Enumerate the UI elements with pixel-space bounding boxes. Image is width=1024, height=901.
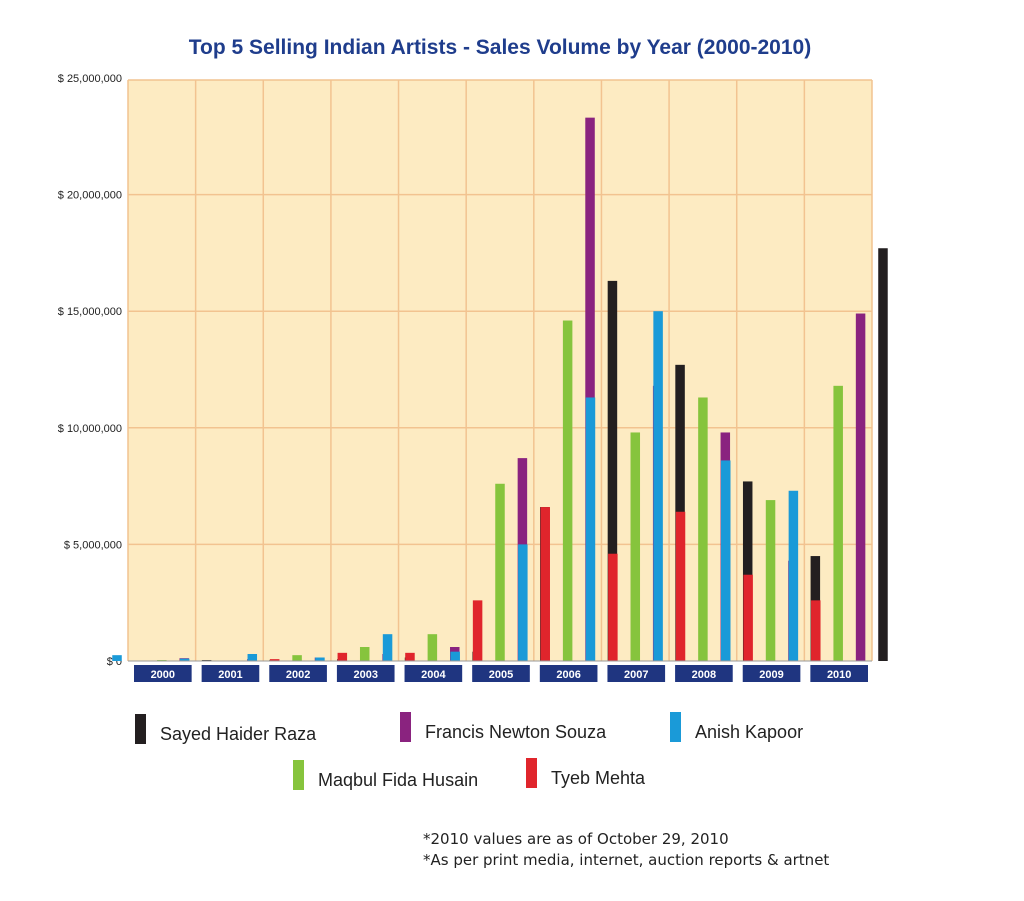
x-tick-box: [134, 665, 192, 682]
legend-item-kapoor: Anish Kapoor: [670, 710, 803, 743]
legend-swatch-kapoor: [670, 711, 681, 742]
y-tick-label: $ 25,000,000: [58, 73, 122, 85]
chart-title: Top 5 Selling Indian Artists - Sales Vol…: [188, 36, 812, 59]
legend-label-husain: Maqbul Fida Husain: [318, 770, 479, 790]
legend-swatch-husain: [293, 759, 304, 790]
y-tick-label: $ 20,000,000: [58, 190, 122, 202]
legend-label-kapoor: Anish Kapoor: [695, 722, 804, 742]
bar: [179, 658, 190, 661]
legend-swatch-mehta: [526, 757, 537, 788]
y-tick-label: $ 10,000,000: [58, 423, 122, 435]
x-tick-box: [810, 665, 868, 682]
x-tick-label: 2010: [827, 669, 851, 681]
x-tick-label: 2007: [624, 669, 648, 681]
x-tick-box: [607, 665, 666, 682]
bar: [359, 647, 370, 661]
footnote-date: *2010 values are as of October 29, 2010: [423, 830, 729, 848]
x-tick-label: 2000: [151, 669, 175, 681]
bar: [540, 507, 550, 661]
legend-label-souza: Francis Newton Souza: [425, 722, 607, 742]
bar: [833, 385, 843, 661]
bar: [427, 634, 438, 661]
legend-item-souza: Francis Newton Souza: [400, 710, 606, 743]
bar: [518, 544, 528, 661]
x-tick-label: 2009: [759, 669, 783, 681]
x-tick-box: [269, 665, 327, 682]
bar: [562, 320, 573, 661]
x-tick-box: [742, 665, 801, 682]
bar: [405, 652, 415, 661]
x-tick-box: [539, 665, 598, 682]
x-tick-label: 2003: [353, 669, 377, 681]
bar: [247, 654, 258, 661]
bar: [698, 397, 708, 661]
bar: [269, 659, 280, 661]
x-tick-box: [201, 665, 260, 682]
legend-swatch-raza: [135, 713, 146, 744]
bar: [607, 280, 618, 661]
bar: [585, 397, 596, 661]
x-tick-label: 2002: [286, 669, 310, 681]
legend-item-mehta: Tyeb Mehta: [526, 756, 645, 789]
bar: [495, 483, 505, 661]
bar: [675, 511, 686, 661]
x-tick-box: [472, 665, 530, 682]
x-tick-box: [675, 665, 733, 682]
bar: [450, 651, 460, 661]
bar: [382, 634, 393, 661]
bar: [811, 600, 821, 661]
bar: [878, 248, 888, 661]
x-tick-label: 2001: [218, 669, 242, 681]
footnote-source: *As per print media, internet, auction r…: [423, 851, 830, 869]
legend-label-mehta: Tyeb Mehta: [551, 768, 646, 788]
x-tick-box: [404, 665, 463, 682]
bar: [743, 574, 753, 661]
x-tick-box: [336, 665, 395, 682]
bar: [653, 311, 663, 661]
y-tick-label: $ 15,000,000: [58, 306, 122, 318]
legend-item-husain: Maqbul Fida Husain: [293, 758, 478, 791]
x-tick-label: 2006: [556, 669, 580, 681]
bar: [855, 313, 866, 661]
bar: [742, 481, 753, 661]
x-tick-label: 2004: [421, 669, 446, 681]
bar: [585, 117, 595, 662]
bar: [788, 490, 799, 661]
legend-swatch-souza: [400, 711, 411, 742]
legend-label-raza: Sayed Haider Raza: [160, 724, 317, 744]
bar: [292, 655, 302, 661]
bar: [765, 500, 776, 661]
x-tick-label: 2008: [692, 669, 716, 681]
bar: [315, 657, 325, 661]
bar: [337, 652, 348, 661]
bar: [608, 553, 618, 661]
bar: [472, 600, 483, 661]
y-tick-label: $ 5,000,000: [64, 539, 122, 551]
bar: [112, 655, 122, 661]
legend-item-raza: Sayed Haider Raza: [135, 712, 316, 745]
x-tick-label: 2005: [489, 669, 513, 681]
bar: [630, 432, 641, 661]
bar: [720, 460, 731, 661]
